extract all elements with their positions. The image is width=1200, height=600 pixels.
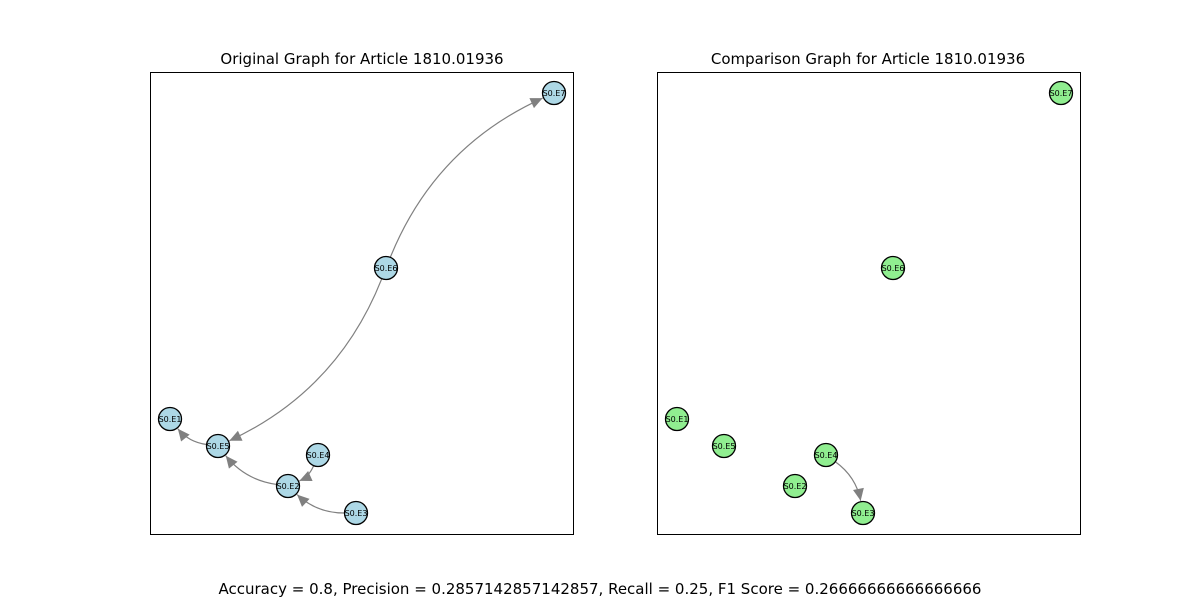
node-circle <box>343 500 369 526</box>
node-label: S0.E6 <box>882 264 905 273</box>
metrics-summary: Accuracy = 0.8, Precision = 0.2857142857… <box>219 580 982 598</box>
node-circle <box>1048 80 1074 106</box>
original-edge-s0-e5-to-s0-e1-arrowhead <box>177 428 190 442</box>
original-edge-s0-e4-to-s0-e2-arrowhead <box>299 470 313 482</box>
node-circle <box>850 500 876 526</box>
comparison-node-s0-e1: S0.E1 <box>664 406 690 432</box>
comparison-graph-edges <box>834 461 864 501</box>
original-node-s0-e1: S0.E1 <box>157 406 183 432</box>
node-label: S0.E1 <box>159 415 182 424</box>
original-node-s0-e4: S0.E4 <box>305 442 331 468</box>
original-graph-nodes: S0.E1 S0.E2 S0.E3 S0.E4 S0.E5 S0.E6 S0.E7 <box>157 80 567 526</box>
original-edge-s0-e6-to-s0-e5 <box>229 278 383 442</box>
node-label: S0.E2 <box>784 482 807 491</box>
comparison-graph-panel: Comparison Graph for Article 1810.01936 … <box>657 50 1081 535</box>
node-circle <box>305 442 331 468</box>
comparison-node-s0-e5: S0.E5 <box>711 433 737 459</box>
node-circle <box>782 473 808 499</box>
comparison-node-s0-e3: S0.E3 <box>850 500 876 526</box>
comparison-node-s0-e7: S0.E7 <box>1048 80 1074 106</box>
original-edge-s0-e6-to-s0-e7 <box>389 97 543 258</box>
node-label: S0.E7 <box>543 89 566 98</box>
node-circle <box>157 406 183 432</box>
node-label: S0.E5 <box>713 442 736 451</box>
node-circle <box>813 442 839 468</box>
node-label: S0.E3 <box>345 509 368 518</box>
node-label: S0.E7 <box>1050 89 1073 98</box>
node-circle <box>664 406 690 432</box>
node-label: S0.E6 <box>375 264 398 273</box>
original-node-s0-e3: S0.E3 <box>343 500 369 526</box>
original-graph-frame <box>150 72 574 535</box>
node-circle <box>711 433 737 459</box>
comparison-graph-nodes: S0.E1 S0.E2 S0.E3 S0.E4 S0.E5 S0.E6 S0.E7 <box>664 80 1074 526</box>
original-edge-s0-e2-to-s0-e5-arrowhead <box>225 455 238 469</box>
comparison-node-s0-e6: S0.E6 <box>880 255 906 281</box>
comparison-graph-title: Comparison Graph for Article 1810.01936 <box>711 50 1025 68</box>
node-circle <box>373 255 399 281</box>
node-label: S0.E2 <box>277 482 300 491</box>
original-node-s0-e7: S0.E7 <box>541 80 567 106</box>
node-circle <box>275 473 301 499</box>
node-label: S0.E1 <box>666 415 689 424</box>
original-node-s0-e5: S0.E5 <box>205 433 231 459</box>
node-circle <box>541 80 567 106</box>
comparison-edge-s0-e4-to-s0-e3-arrowhead <box>853 487 864 501</box>
original-edge-s0-e3-to-s0-e2-arrowhead <box>297 494 310 507</box>
comparison-node-s0-e4: S0.E4 <box>813 442 839 468</box>
comparison-node-s0-e2: S0.E2 <box>782 473 808 499</box>
node-circle <box>880 255 906 281</box>
original-graph-edges <box>177 97 543 514</box>
node-label: S0.E3 <box>852 509 875 518</box>
comparison-graph-frame <box>657 72 1081 535</box>
original-node-s0-e2: S0.E2 <box>275 473 301 499</box>
original-edge-s0-e6-to-s0-e5-arrowhead <box>229 430 243 441</box>
original-edge-s0-e6-to-s0-e7-arrowhead <box>529 98 543 109</box>
node-label: S0.E5 <box>207 442 230 451</box>
original-node-s0-e6: S0.E6 <box>373 255 399 281</box>
original-graph-title: Original Graph for Article 1810.01936 <box>220 50 503 68</box>
node-label: S0.E4 <box>815 451 838 460</box>
original-graph-panel: Original Graph for Article 1810.01936 S0… <box>150 50 574 535</box>
node-label: S0.E4 <box>307 451 330 460</box>
node-circle <box>205 433 231 459</box>
